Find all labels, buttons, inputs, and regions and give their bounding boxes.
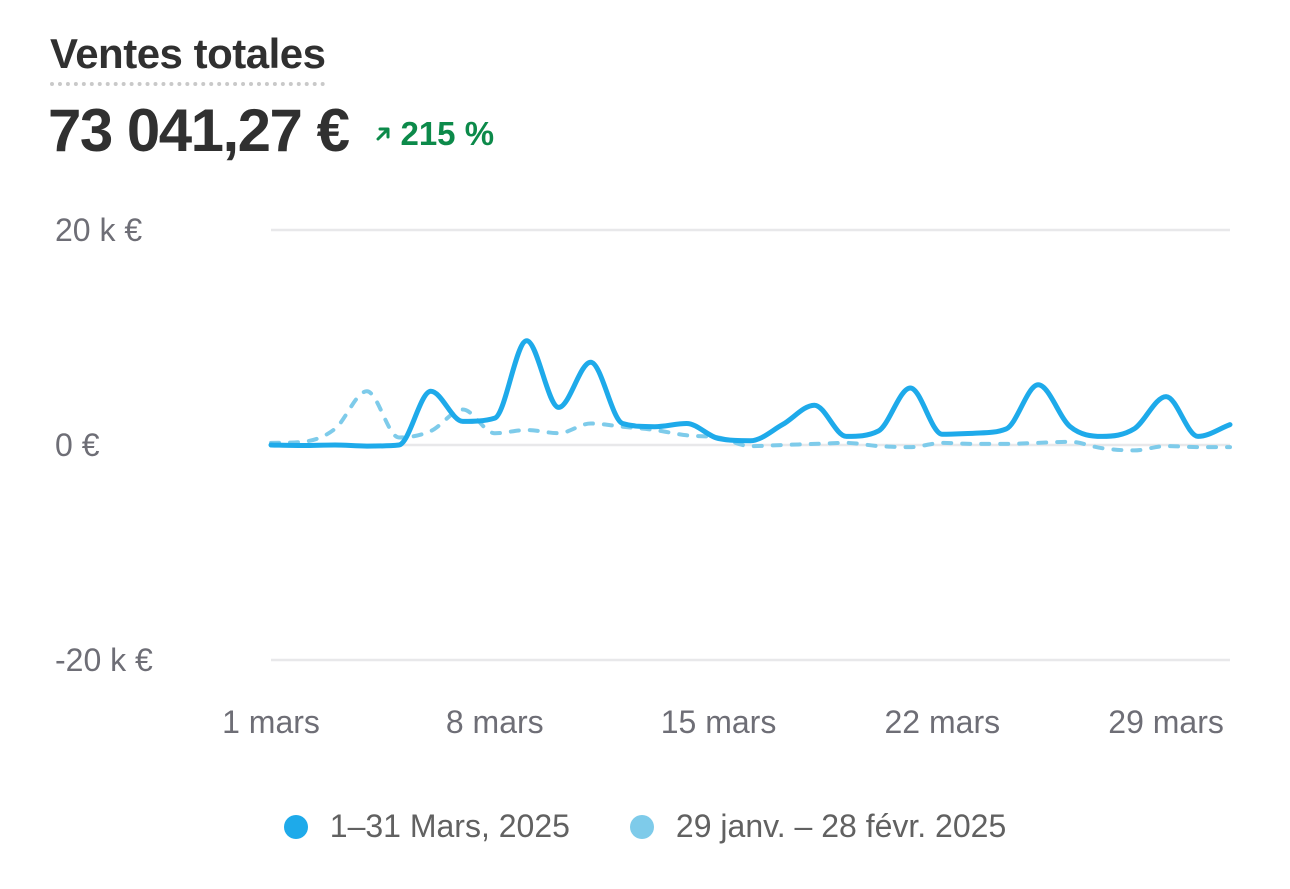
x-tick-label-4: 29 mars — [1108, 704, 1224, 740]
legend-dot-current — [283, 814, 308, 839]
legend-label-current: 1–31 Mars, 2025 — [329, 808, 570, 844]
x-tick-label-3: 22 mars — [885, 704, 1001, 740]
x-tick-label-2: 15 mars — [661, 704, 777, 740]
legend-item-current[interactable]: 1–31 Mars, 2025 — [283, 808, 570, 845]
grid-lines — [271, 228, 1230, 662]
total-sales-value: 73 041,27 € — [48, 97, 350, 164]
change-percent: 215 % — [400, 115, 495, 152]
chart-title[interactable]: Ventes totales — [50, 30, 326, 87]
x-tick-label-1: 8 mars — [446, 704, 544, 740]
sales-line-chart: 20 k € 0 € -20 k € 1 mars 8 mars 15 mars 22 m… — [55, 212, 1233, 740]
x-tick-label-0: 1 mars — [222, 704, 320, 740]
series-lines — [268, 338, 1233, 453]
y-tick-label-1: 0 € — [55, 427, 100, 463]
arrow-up-right-icon — [376, 127, 390, 141]
y-tick-label-0: 20 k € — [55, 212, 142, 248]
series-line-current[interactable] — [268, 338, 1233, 449]
x-axis-labels: 1 mars 8 mars 15 mars 22 mars 29 mars — [222, 704, 1224, 740]
series-line-previous[interactable] — [269, 389, 1232, 453]
y-tick-label-2: -20 k € — [55, 642, 153, 678]
chart-legend: 1–31 Mars, 2025 29 janv. – 28 févr. 2025 — [0, 808, 1290, 845]
metric-row: 73 041,27 € 215 % — [48, 98, 494, 164]
legend-label-previous: 29 janv. – 28 févr. 2025 — [675, 808, 1007, 844]
legend-dot-previous — [629, 814, 654, 839]
y-axis-labels: 20 k € 0 € -20 k € — [55, 212, 153, 678]
legend-item-previous[interactable]: 29 janv. – 28 févr. 2025 — [629, 808, 1007, 845]
change-indicator: 215 % — [374, 115, 494, 153]
